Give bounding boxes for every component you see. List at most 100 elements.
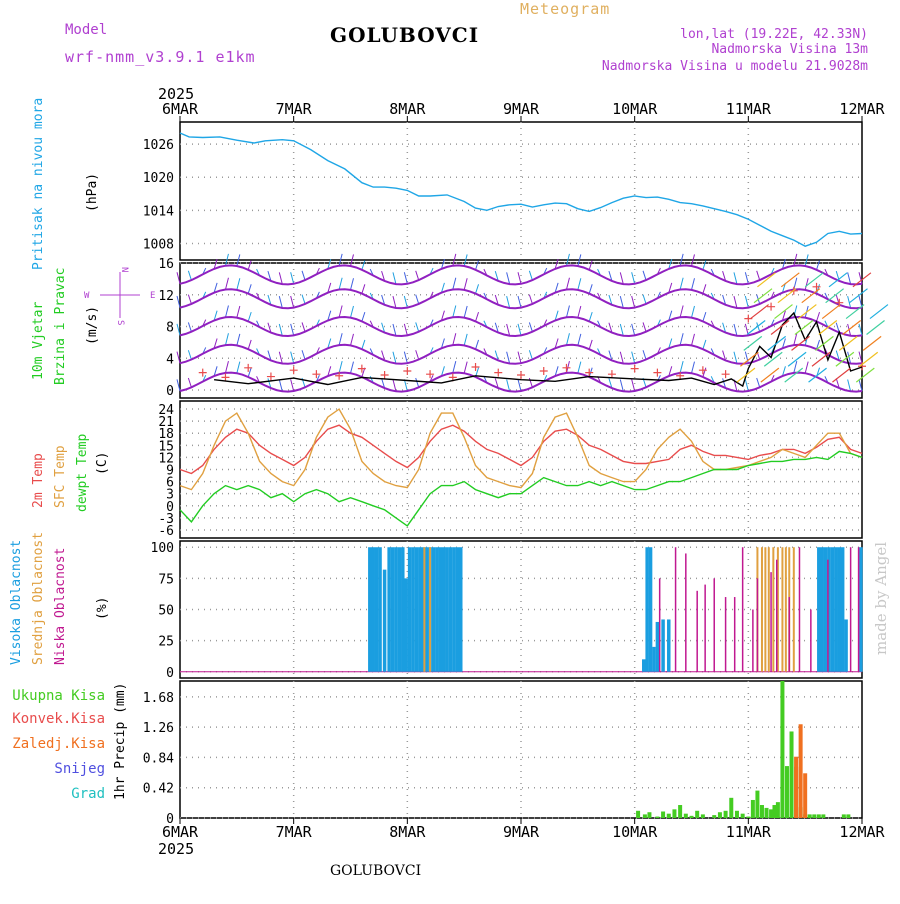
- wind-barb: [506, 272, 511, 285]
- cloud-bar-high: [834, 547, 838, 672]
- wind-barb: [816, 260, 821, 270]
- cloud-bar-high: [435, 547, 439, 672]
- precip-panel: 0 0.42 0.84 1.26 1.68: [143, 680, 863, 827]
- cloud-bar-high: [661, 619, 665, 672]
- model-label: Model: [65, 22, 107, 38]
- wind-barb: [236, 333, 241, 346]
- wind-barb-row: [176, 305, 863, 338]
- wind-barb: [440, 366, 445, 377]
- wind-ytick-label: 4: [166, 352, 174, 367]
- wind-barb: [835, 378, 840, 389]
- wind-barb: [565, 333, 570, 346]
- wind-barb: [338, 277, 343, 290]
- wind-direction-line: [179, 288, 863, 310]
- wind-barb: [528, 294, 533, 305]
- wind-barb: [793, 360, 798, 374]
- wind-storm-barb: [842, 319, 862, 335]
- wind-barb: [528, 270, 533, 281]
- wind-gust-marker: [198, 368, 207, 377]
- wind-barb: [722, 378, 727, 389]
- wind-barb: [816, 311, 821, 322]
- cloud-bar-high: [431, 547, 436, 672]
- wind-barb: [517, 323, 522, 336]
- wind-barb: [608, 322, 613, 333]
- wind-barb: [702, 367, 707, 378]
- precip-ytick-label: 0.84: [143, 751, 174, 766]
- wind-storm-barb: [753, 288, 773, 304]
- wind-barb: [588, 260, 593, 270]
- wind-barb: [619, 379, 624, 392]
- meteogram-label: Meteogram: [520, 0, 610, 18]
- wind-barb: [463, 278, 468, 290]
- cloud-bar-mid: [760, 547, 763, 672]
- wind-ytick-label: 0: [166, 384, 174, 399]
- wind-barb: [619, 323, 624, 336]
- wind-gust-marker: [403, 367, 412, 375]
- wind-barb: [847, 296, 852, 309]
- cloud-bar-high: [452, 547, 456, 672]
- wind-gust-marker: [858, 362, 866, 371]
- wind-direction-line: [179, 264, 863, 286]
- wind-direction-line: [179, 343, 863, 365]
- wind-barb: [528, 322, 533, 332]
- wind-barb: [392, 351, 397, 364]
- wind-barb: [494, 270, 499, 282]
- wind-barb: [858, 272, 863, 284]
- xtick-label-bottom: 7MAR: [276, 823, 313, 841]
- precip-bar-ukupna-kisa: [750, 799, 755, 818]
- wind-barb: [224, 277, 229, 290]
- temperature-ytick-label: 3: [166, 488, 174, 503]
- wind-storm-barb: [743, 335, 763, 351]
- wind-barb: [642, 294, 647, 305]
- wind-gust-marker: [767, 302, 776, 311]
- wind-barb: [350, 254, 354, 267]
- wind-gust-marker: [607, 370, 616, 379]
- wind-barb: [733, 272, 738, 285]
- wind-storm-barb: [845, 304, 865, 320]
- wind-barb: [608, 294, 613, 305]
- wind-barb: [733, 296, 738, 309]
- wind-barb: [702, 311, 707, 322]
- temperature-ytick-label: -3: [158, 512, 174, 527]
- wind-barb: [247, 260, 252, 270]
- cloud-bar-high: [820, 547, 824, 672]
- precip-bar-ukupna-kisa: [841, 814, 846, 818]
- lonlat-label: lon,lat (19.22E, 42.33N): [680, 27, 868, 42]
- wind-storm-barb: [746, 319, 766, 335]
- wind-barb: [301, 322, 306, 332]
- legend-total: Ukupna Kisa: [12, 688, 105, 704]
- xtick-label-top: 12MAR: [839, 100, 885, 118]
- wind-storm-barb: [849, 288, 868, 304]
- wind-gust-marker: [289, 366, 298, 375]
- wind-barb: [381, 294, 386, 305]
- wind-barb: [278, 296, 283, 309]
- cloud-bar-high: [368, 547, 372, 672]
- wind-barb: [236, 254, 241, 267]
- cloud-bar-high: [414, 547, 419, 672]
- wind-barb: [691, 254, 695, 267]
- wind-storm-barb: [760, 367, 780, 383]
- wind-storm-barb: [777, 288, 797, 304]
- wind-barb: [781, 310, 786, 321]
- cloud-bar-low: [756, 578, 759, 672]
- temp-unit: (C): [95, 452, 110, 475]
- cloud-unit: (%): [95, 597, 110, 620]
- wind-barb: [350, 278, 354, 290]
- precip-bar-ukupna-kisa: [807, 814, 812, 818]
- wind-barb: [668, 310, 673, 321]
- altitude-label: Nadmorska Visina 13m: [711, 42, 868, 57]
- cloud-bar-low: [724, 597, 727, 672]
- wind-barb: [338, 333, 343, 346]
- wind-barb: [517, 295, 522, 308]
- precip-bar-ukupna-kisa: [700, 814, 705, 818]
- cloud-bar-mid: [772, 547, 775, 672]
- wind-barb: [213, 338, 218, 349]
- wind-gust-marker: [630, 364, 639, 373]
- wind-barb: [278, 351, 283, 364]
- wind-barb: [835, 350, 840, 361]
- cloud-bar-high: [817, 547, 821, 672]
- wind-barb: [847, 272, 852, 285]
- wind-barb: [381, 350, 386, 361]
- wind-barb: [278, 379, 283, 392]
- xtick-label-top: 10MAR: [612, 100, 658, 118]
